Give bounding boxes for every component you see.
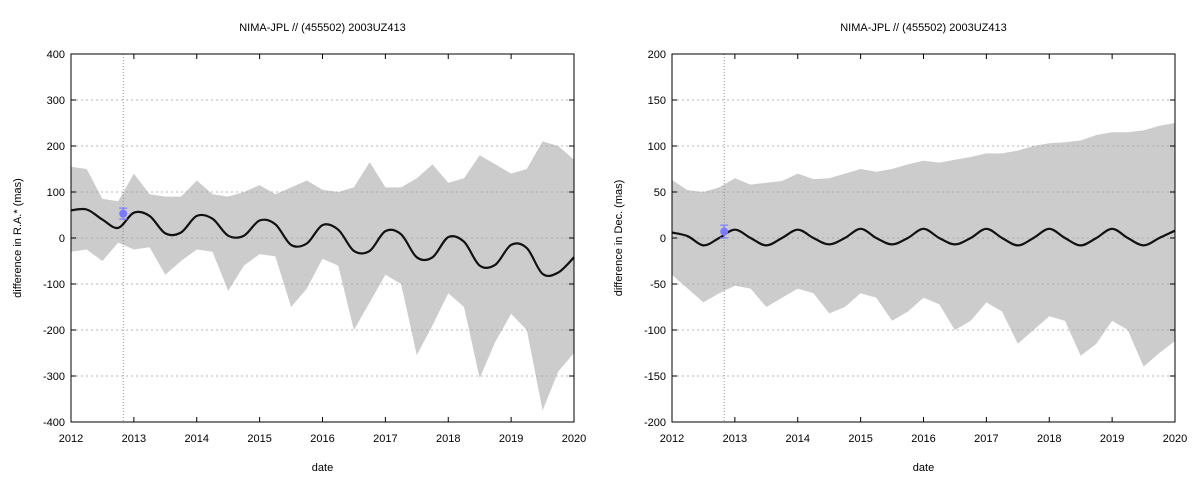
x-tick-label: 2015 [247,433,271,445]
x-tick-label: 2017 [974,433,998,445]
x-tick-label: 2019 [1100,433,1124,445]
x-tick-label: 2016 [911,433,935,445]
y-tick-label: -50 [650,279,666,291]
chart-title: NIMA-JPL // (455502) 2003UZ413 [840,22,1007,34]
y-tick-label: -200 [43,325,65,337]
y-tick-label: 100 [47,187,65,199]
plot-frame [70,53,575,423]
x-tick-label: 2017 [373,433,397,445]
uncertainty-band [672,123,1175,367]
y-tick-label: 300 [47,95,65,107]
uncertainty-band [71,141,574,411]
y-tick-label: -150 [644,371,666,383]
ra-chart: NIMA-JPL // (455502) 2003UZ413 -400 -300 -2… [12,22,586,474]
x-tick-label: 2016 [310,433,334,445]
y-tick-label: 100 [648,141,666,153]
x-tick-label: 2012 [59,433,83,445]
x-axis-label: date [913,462,934,474]
y-tick-label: -100 [644,325,666,337]
x-tick-label: 2013 [723,433,747,445]
x-tick-label: 2012 [660,433,684,445]
plot-frame [671,53,1176,423]
y-tick-label: 150 [648,95,666,107]
y-tick-label: -200 [644,417,666,429]
y-tick-label: 200 [648,49,666,61]
y-tick-label: 400 [47,49,65,61]
y-tick-label: 50 [654,187,666,199]
y-tick-label: -100 [43,279,65,291]
y-axis-label: difference in R.A.* (mas) [12,178,24,298]
x-tick-label: 2014 [185,433,209,445]
x-tick-label: 2020 [562,433,586,445]
x-tick-label: 2020 [1163,433,1187,445]
y-axis-label: difference in Dec. (mas) [613,180,625,297]
y-tick-label: -400 [43,417,65,429]
x-tick-label: 2018 [436,433,460,445]
x-tick-label: 2015 [848,433,872,445]
observation-point [119,209,128,218]
x-axis-label: date [312,462,333,474]
mean-curve [671,227,1176,247]
x-tick-label: 2019 [499,433,523,445]
dec-chart: NIMA-JPL // (455502) 2003UZ413 -200 -150 -1… [613,22,1187,474]
y-tick-label: -300 [43,371,65,383]
observation-point [720,227,729,236]
y-tick-label: 0 [660,233,666,245]
x-tick-label: 2013 [122,433,146,445]
y-tick-label: 0 [59,233,65,245]
x-tick-label: 2014 [786,433,810,445]
y-tick-label: 200 [47,141,65,153]
chart-title: NIMA-JPL // (455502) 2003UZ413 [239,22,406,34]
x-tick-label: 2018 [1037,433,1061,445]
mean-curve [70,207,575,278]
